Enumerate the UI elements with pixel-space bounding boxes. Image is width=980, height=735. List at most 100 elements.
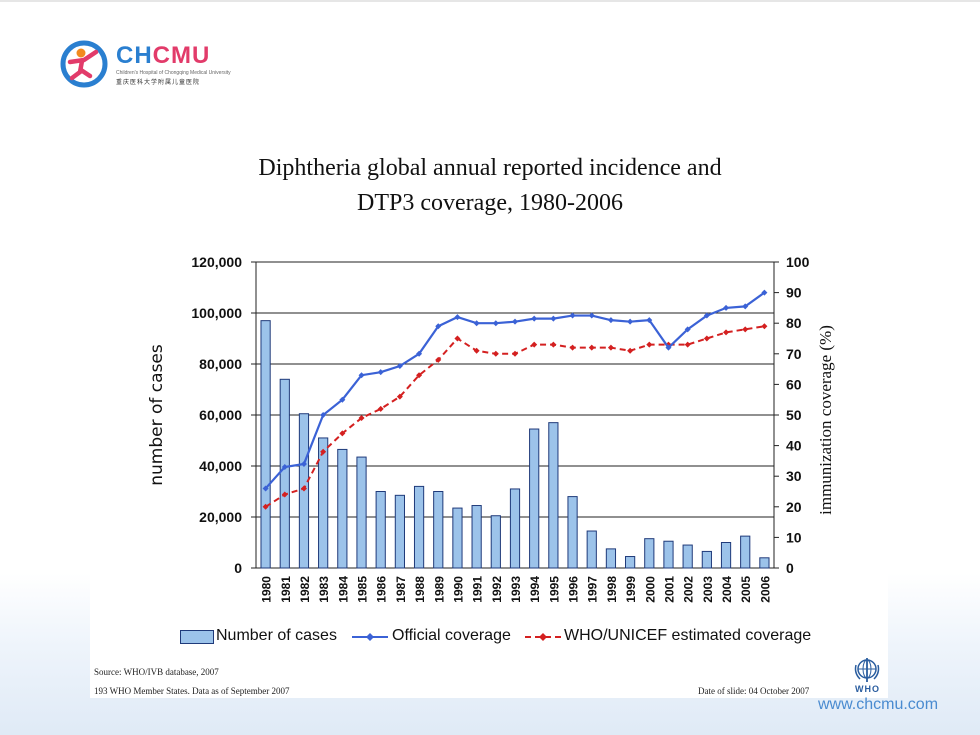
who-label: WHO — [855, 684, 880, 694]
bar-2006 — [759, 557, 770, 569]
x-tick-label-1998: 1998 — [605, 576, 619, 603]
estimated-point-2006 — [761, 323, 768, 330]
estimated-point-2003 — [703, 335, 710, 342]
bar-1987 — [394, 494, 405, 569]
members-note: 193 WHO Member States. Data as of Septem… — [94, 686, 290, 696]
official-point-1998 — [607, 317, 614, 324]
official-point-2005 — [742, 303, 749, 310]
x-tick-label-1991: 1991 — [471, 576, 485, 603]
official-point-1985 — [358, 372, 365, 379]
x-tick-label-2001: 2001 — [662, 576, 676, 603]
official-point-1983 — [320, 412, 327, 418]
x-tick-label-1981: 1981 — [279, 576, 293, 603]
x-tick-label-1995: 1995 — [547, 576, 561, 603]
y-tick-label-left: 20,000 — [199, 509, 242, 525]
x-tick-label-1992: 1992 — [490, 576, 504, 603]
bar-2002 — [682, 544, 693, 569]
official-point-2006 — [761, 289, 768, 296]
estimated-point-1991 — [473, 347, 480, 354]
estimated-point-1989 — [435, 356, 442, 363]
x-tick-label-1986: 1986 — [375, 576, 389, 603]
slide-date: Date of slide: 04 October 2007 — [698, 686, 810, 696]
official-point-2002 — [684, 326, 691, 333]
official-point-1989 — [435, 323, 442, 330]
legend-label-estimated: WHO/UNICEF estimated coverage — [564, 627, 812, 644]
y-tick-label-left: 0 — [234, 560, 242, 576]
bar-1999 — [625, 556, 636, 569]
y-tick-label-right: 10 — [786, 529, 802, 545]
y-tick-label-right: 60 — [786, 376, 802, 392]
y-tick-label-right: 50 — [786, 407, 802, 423]
y-tick-label-right: 70 — [786, 346, 802, 362]
estimated-point-1985 — [358, 415, 365, 422]
x-tick-label-2000: 2000 — [643, 576, 657, 603]
y-axis-label-left: number of cases — [147, 344, 167, 486]
bar-1998 — [605, 548, 617, 569]
legend-bar-swatch — [180, 630, 214, 644]
bar-1994 — [529, 428, 540, 569]
x-tick-label-1996: 1996 — [567, 576, 581, 603]
x-tick-label-2004: 2004 — [720, 576, 734, 603]
estimated-point-1983 — [320, 448, 327, 455]
bar-1989 — [433, 491, 444, 569]
x-tick-label-1980: 1980 — [260, 576, 274, 603]
y-tick-label-left: 40,000 — [199, 458, 242, 474]
who-emblem-icon — [854, 658, 880, 682]
legend-official-swatch — [352, 633, 388, 641]
y-tick-label-right: 100 — [786, 254, 810, 270]
official-point-1999 — [627, 318, 634, 325]
y-tick-label-right: 90 — [786, 285, 802, 301]
official-point-2001 — [665, 344, 672, 351]
top-divider — [0, 0, 980, 2]
estimated-point-2005 — [742, 326, 749, 333]
official-point-1986 — [377, 369, 384, 376]
y-tick-label-right: 40 — [786, 438, 802, 454]
x-tick-label-1987: 1987 — [394, 576, 408, 603]
official-point-1994 — [531, 315, 538, 322]
y-tick-label-right: 0 — [786, 560, 794, 576]
chart-title-line-1: Diphtheria global annual reported incide… — [258, 155, 722, 181]
official-point-1991 — [473, 320, 480, 327]
bar-1988 — [413, 485, 425, 569]
legend-estimated-swatch — [525, 633, 561, 641]
estimated-point-1997 — [588, 344, 595, 351]
estimated-point-1995 — [550, 341, 557, 348]
bar-1991 — [471, 505, 482, 569]
x-tick-label-1982: 1982 — [298, 576, 312, 603]
official-point-1980 — [262, 485, 269, 492]
official-point-1992 — [492, 320, 499, 327]
x-tick-label-1990: 1990 — [451, 576, 465, 603]
bar-1997 — [586, 530, 597, 569]
official-point-1997 — [588, 312, 595, 319]
y-axis-label-right: immunization coverage (%) — [816, 325, 835, 515]
estimated-point-1981 — [281, 491, 288, 498]
official-point-1984 — [339, 396, 346, 403]
y-tick-label-right: 30 — [786, 468, 802, 484]
chcmu-logo: CHCMU Children's Hospital of Chongqing M… — [60, 40, 231, 90]
x-tick-label-2003: 2003 — [701, 576, 715, 603]
website-url: www.chcmu.com — [818, 696, 939, 713]
estimated-point-1996 — [569, 344, 576, 351]
official-point-2003 — [703, 312, 710, 319]
y-tick-label-left: 120,000 — [191, 254, 242, 270]
x-tick-label-2002: 2002 — [682, 576, 696, 603]
bar-1993 — [509, 488, 521, 569]
logo-subtitle-en: Children's Hospital of Chongqing Medical… — [116, 70, 231, 76]
estimated-point-1988 — [416, 372, 423, 379]
bar-2005 — [740, 535, 751, 569]
x-tick-label-1988: 1988 — [413, 576, 427, 603]
bar-1985 — [356, 456, 367, 569]
bar-2003 — [701, 550, 712, 569]
x-tick-label-1989: 1989 — [432, 576, 446, 603]
estimated-point-2004 — [723, 329, 730, 336]
bar-2004 — [720, 542, 732, 569]
official-point-2004 — [723, 304, 730, 311]
estimated-point-1994 — [531, 341, 538, 348]
logo-subtitle-cn: 重庆医科大学附属儿童医院 — [116, 80, 201, 86]
x-tick-label-1983: 1983 — [317, 576, 331, 603]
x-tick-label-1984: 1984 — [336, 576, 350, 603]
estimated-point-1990 — [454, 335, 461, 342]
official-point-1995 — [550, 315, 557, 322]
bar-1996 — [567, 496, 578, 569]
x-tick-label-1985: 1985 — [356, 576, 370, 603]
